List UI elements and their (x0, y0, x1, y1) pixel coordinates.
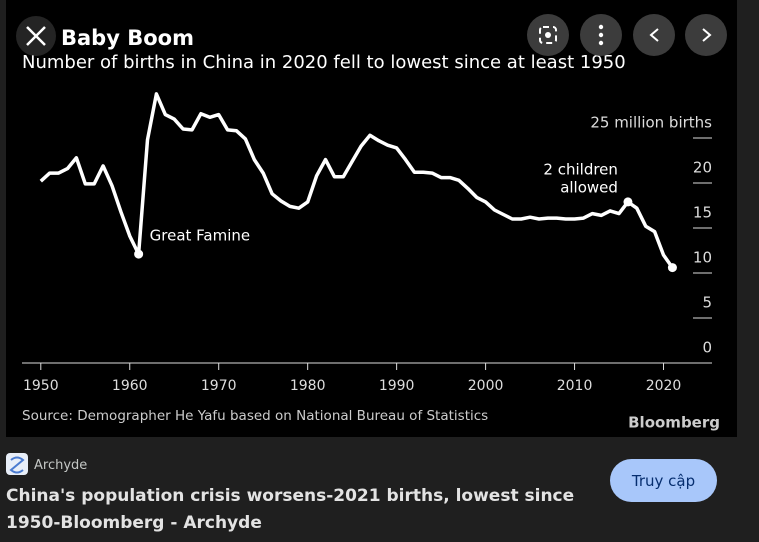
y-tick-label: 5 (702, 294, 712, 312)
x-tick-label: 1950 (23, 378, 59, 394)
y-tick-label: 20 (693, 159, 712, 177)
site-icon (6, 453, 28, 475)
y-tick-label: 0 (702, 339, 712, 357)
close-button[interactable] (16, 16, 56, 56)
more-button[interactable] (580, 14, 622, 56)
x-tick-label: 1970 (201, 378, 237, 394)
y-tick-label: 25 million births (590, 114, 712, 132)
point-marker (667, 263, 677, 273)
point-marker (134, 249, 144, 259)
annotation: Great Famine (150, 227, 251, 245)
result-caption[interactable]: China's population crisis worsens-2021 b… (6, 486, 575, 533)
visit-button[interactable]: Truy cập (610, 459, 717, 502)
x-tick-label: 2000 (468, 378, 504, 394)
site-name[interactable]: Archyde (34, 458, 88, 473)
chart-title: Baby Boom (61, 26, 194, 50)
x-tick-label: 1990 (379, 378, 415, 394)
x-tick-label: 2010 (557, 378, 593, 394)
x-tick-label: 2020 (646, 378, 682, 394)
x-tick-label: 1960 (112, 378, 148, 394)
source-note: Source: Demographer He Yafu based on Nat… (22, 408, 488, 424)
y-tick-label: 15 (693, 204, 712, 222)
annotation: 2 children (543, 160, 618, 178)
y-tick-label: 10 (693, 249, 712, 267)
lens-button[interactable] (527, 14, 569, 56)
prev-button[interactable] (633, 14, 675, 56)
chart-subtitle: Number of births in China in 2020 fell t… (22, 52, 626, 73)
chart: Baby Boom Number of births in China in 2… (6, 0, 737, 437)
image-background (6, 0, 737, 437)
annotation: allowed (560, 178, 618, 196)
x-tick-label: 1980 (290, 378, 326, 394)
next-button[interactable] (685, 14, 727, 56)
point-marker (623, 197, 633, 207)
line (39, 92, 674, 269)
logo: Bloomberg (628, 414, 720, 432)
